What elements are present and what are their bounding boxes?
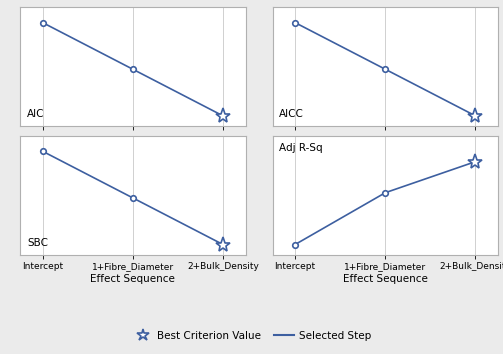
Legend: Best Criterion Value, Selected Step: Best Criterion Value, Selected Step	[128, 327, 375, 345]
X-axis label: Effect Sequence: Effect Sequence	[343, 274, 428, 284]
X-axis label: Effect Sequence: Effect Sequence	[91, 274, 175, 284]
Text: AICC: AICC	[279, 109, 304, 119]
Text: Adj R-Sq: Adj R-Sq	[279, 143, 323, 153]
Text: SBC: SBC	[27, 238, 48, 248]
Text: AIC: AIC	[27, 109, 44, 119]
